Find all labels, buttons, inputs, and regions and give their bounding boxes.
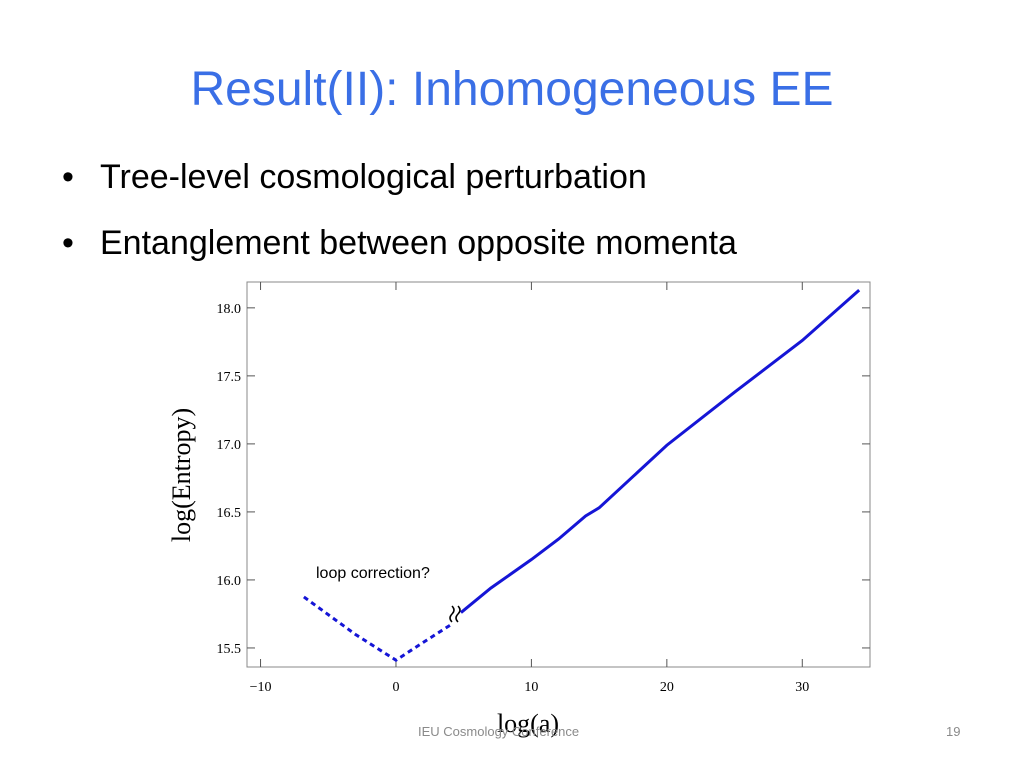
y-tick-label: 17.0	[217, 438, 242, 453]
y-tick-label: 18.0	[217, 302, 242, 317]
y-tick-label: 17.5	[217, 370, 242, 385]
x-tick-label: −10	[250, 680, 272, 695]
break-mark	[449, 605, 461, 623]
bullet-text: Entanglement between opposite momenta	[100, 224, 737, 262]
slide-title: Result(II): Inhomogeneous EE	[190, 63, 834, 116]
bullet: • Tree-level cosmological perturbation	[62, 158, 647, 196]
page-number: 19	[946, 724, 961, 739]
plot-frame	[246, 281, 871, 668]
chart-background	[196, 282, 872, 745]
y-tick-label: 15.5	[217, 642, 242, 657]
footer: IEU Cosmology Conference	[418, 724, 580, 739]
data-line	[460, 289, 861, 614]
bullet-text: Tree-level cosmological perturbation	[100, 158, 647, 196]
y-tick-label: 16.5	[217, 506, 242, 521]
annotation: loop correction?	[316, 565, 430, 582]
x-tick-label: 20	[660, 680, 674, 695]
x-tick-label: 0	[392, 680, 399, 695]
y-axis-label: log(Entropy)	[167, 408, 196, 542]
x-axis-label: log(a)	[497, 709, 559, 738]
bullet: • Entanglement between opposite momenta	[62, 224, 737, 262]
x-tick-label: 30	[795, 680, 809, 695]
y-tick-label: 16.0	[217, 574, 242, 589]
data-line	[303, 595, 454, 662]
x-tick-label: 10	[524, 680, 538, 695]
